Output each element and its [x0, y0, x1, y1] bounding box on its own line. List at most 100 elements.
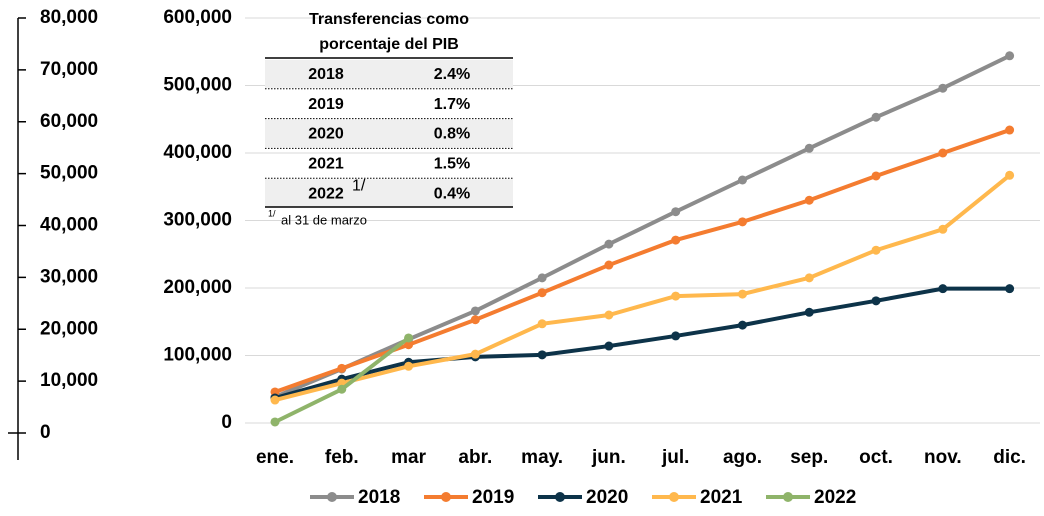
x-tick-label: dic.	[993, 447, 1026, 468]
y2-tick-label: 40,000	[40, 215, 98, 236]
legend-marker	[783, 492, 793, 502]
y-tick-label: 300,000	[163, 210, 232, 231]
legend-label: 2021	[700, 487, 743, 508]
legend-marker	[669, 492, 679, 502]
footnote: al 31 de marzo	[281, 212, 367, 227]
y-tick-label: 200,000	[163, 277, 232, 298]
series-point	[604, 310, 614, 320]
series-point	[871, 112, 881, 122]
series-point	[470, 306, 480, 316]
y-tick-label: 400,000	[163, 142, 232, 163]
series-line	[274, 54, 1011, 399]
series-point	[804, 143, 814, 153]
y2-tick-label: 0	[40, 422, 51, 443]
series-point	[404, 361, 414, 371]
table-row-bg	[265, 179, 513, 207]
table-value: 2.4%	[434, 66, 470, 83]
table-footnote-mark: 1/	[352, 177, 366, 194]
legend-label: 2020	[586, 487, 628, 508]
table-year: 2018	[308, 66, 344, 83]
series-point	[404, 333, 414, 343]
series-line	[274, 128, 1011, 394]
x-tick-label: jul.	[661, 447, 689, 468]
series-line	[274, 173, 1011, 402]
series-point	[671, 207, 681, 217]
table-title: Transferencias como	[309, 11, 469, 28]
table-value: 1.5%	[434, 156, 470, 173]
y2-tick-label: 60,000	[40, 111, 98, 132]
y-tick-label: 100,000	[163, 345, 232, 366]
series-point	[1005, 170, 1015, 180]
table-year: 2021	[308, 156, 344, 173]
series-point	[337, 363, 347, 373]
legend-label: 2019	[472, 487, 514, 508]
x-tick-label: oct.	[859, 447, 893, 468]
x-tick-label: mar	[391, 447, 426, 468]
series-point	[804, 307, 814, 317]
y-tick-label: 600,000	[163, 7, 232, 28]
footnote-mark: 1/	[268, 208, 276, 218]
x-tick-label: ene.	[256, 447, 294, 468]
x-tick-label: nov.	[924, 447, 962, 468]
x-tick-label: sep.	[790, 447, 828, 468]
series-point	[938, 224, 948, 234]
series-line	[274, 286, 1010, 400]
legend-label: 2018	[358, 487, 400, 508]
series-point	[1005, 125, 1015, 135]
y-tick-label: 0	[221, 412, 232, 433]
series-point	[871, 296, 881, 306]
x-tick-label: ago.	[723, 447, 762, 468]
legend-marker	[327, 492, 337, 502]
series-point	[671, 235, 681, 245]
series-point	[737, 320, 747, 330]
series-point	[270, 395, 280, 405]
series-point	[470, 315, 480, 325]
x-tick-label: feb.	[325, 447, 359, 468]
table-row-bg	[265, 119, 513, 148]
y2-tick-label: 70,000	[40, 59, 98, 80]
table-year: 2020	[308, 126, 344, 143]
series-point	[938, 83, 948, 93]
series-point	[938, 148, 948, 158]
y2-tick-label: 10,000	[40, 370, 98, 391]
series-point	[604, 260, 614, 270]
table: Transferencias como porcentaje del PIB 201…	[265, 11, 513, 227]
table-value: 0.4%	[434, 185, 470, 202]
series-point	[737, 175, 747, 185]
series-point	[1005, 51, 1015, 61]
y2-tick-label: 50,000	[40, 163, 98, 184]
x-tick-label: jun.	[591, 447, 626, 468]
series-point	[671, 331, 681, 341]
table-title: porcentaje del PIB	[319, 36, 459, 53]
series-point	[871, 171, 881, 181]
y2-tick-label: 20,000	[40, 318, 98, 339]
series-point	[270, 417, 280, 427]
legend-marker	[555, 492, 565, 502]
series-point	[1005, 284, 1015, 294]
table-value: 1.7%	[434, 96, 470, 113]
table-row-bg	[265, 60, 513, 88]
series-point	[537, 350, 547, 360]
series-point	[404, 340, 414, 350]
x-tick-label: abr.	[458, 447, 492, 468]
table-value: 0.8%	[434, 126, 470, 143]
y-tick-label: 500,000	[163, 75, 232, 96]
series-point	[537, 288, 547, 298]
series-point	[537, 273, 547, 283]
series-point	[804, 273, 814, 283]
table-year: 2022	[308, 185, 344, 202]
series-point	[804, 195, 814, 205]
series-point	[337, 384, 347, 394]
legend-label: 2022	[814, 487, 856, 508]
series-point	[671, 291, 681, 301]
series-point	[604, 239, 614, 249]
series-point	[604, 341, 614, 351]
series-point	[938, 284, 948, 294]
legend-marker	[441, 492, 451, 502]
x-tick-label: may.	[521, 447, 563, 468]
y2-tick-label: 80,000	[40, 7, 98, 28]
y2-tick-label: 30,000	[40, 266, 98, 287]
series-point	[737, 217, 747, 227]
series-point	[737, 289, 747, 299]
